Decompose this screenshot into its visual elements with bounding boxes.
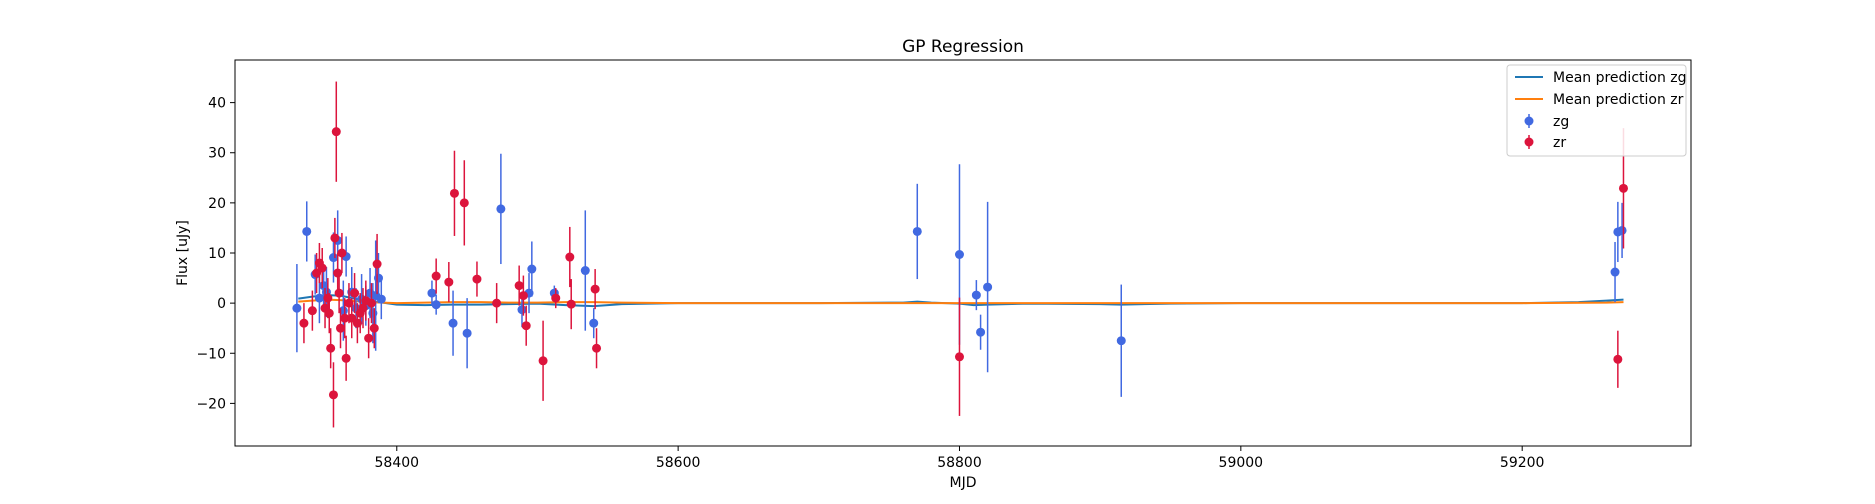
zr-data-point: [492, 298, 502, 308]
plot-area: [292, 81, 1628, 428]
zg-data-point: [376, 294, 386, 304]
legend-marker-zg: [1524, 116, 1534, 126]
zr-data-point: [334, 288, 344, 298]
zr-data-point: [323, 293, 333, 303]
y-axis-ticks: −20 −10 0 10 20 30 40: [196, 96, 235, 412]
zg-data-point: [1610, 267, 1620, 277]
x-tick-label: 58800: [937, 455, 982, 471]
zr-data-point: [330, 233, 340, 243]
zr-data-point: [331, 127, 341, 137]
x-tick-label: 58400: [375, 455, 420, 471]
zg-data-point: [971, 290, 981, 300]
x-axis-ticks: 58400 58600 58800 59000 59200: [375, 446, 1545, 471]
y-tick-label: 10: [208, 246, 226, 262]
zr-data-point: [1613, 354, 1623, 364]
zr-data-point: [551, 293, 561, 303]
zr-data-point: [472, 274, 482, 284]
zr-data-point: [333, 268, 343, 278]
zg-data-point: [448, 318, 458, 328]
zr-data-point: [369, 323, 379, 333]
y-tick-label: 30: [208, 146, 226, 162]
legend-label-zg-mean: Mean prediction zg: [1553, 70, 1687, 86]
zr-data-point: [341, 353, 351, 363]
zg-data-point: [328, 253, 338, 263]
zr-data-point: [372, 259, 382, 269]
zr-data-point: [538, 356, 548, 366]
zg-data-point: [314, 293, 324, 303]
y-tick-label: −20: [196, 396, 226, 412]
legend-label-zr-mean: Mean prediction zr: [1553, 92, 1684, 108]
y-tick-label: 20: [208, 196, 226, 212]
zr-data-point: [431, 271, 441, 281]
zg-data-point: [983, 282, 993, 292]
zr-data-point: [336, 323, 346, 333]
zr-data-point: [954, 352, 964, 362]
zg-data-point: [580, 266, 590, 276]
data-points: [292, 81, 1628, 428]
zr-data-point: [299, 318, 309, 328]
zg-data-point: [589, 318, 599, 328]
zg-data-point: [954, 250, 964, 260]
zr-data-point: [317, 263, 327, 273]
zr-data-point: [340, 313, 350, 323]
zr-data-point: [350, 288, 360, 298]
zg-data-point: [976, 327, 986, 337]
zr-data-point: [590, 284, 600, 294]
legend-box: [1506, 64, 1687, 157]
zr-data-point: [364, 333, 374, 343]
zg-data-point: [302, 226, 312, 236]
x-axis-label: MJD: [950, 475, 977, 491]
zr-data-point: [521, 321, 531, 331]
zg-data-point: [496, 204, 506, 214]
x-tick-label: 59000: [1219, 455, 1264, 471]
zr-data-point: [518, 291, 528, 301]
zg-data-point: [292, 303, 302, 313]
zr-data-point: [326, 343, 336, 353]
x-tick-label: 59200: [1500, 455, 1545, 471]
zr-data-point: [565, 252, 575, 262]
zr-data-point: [337, 248, 347, 258]
zg-data-point: [462, 328, 472, 338]
zg-data-point: [427, 288, 437, 298]
series-zr: [299, 81, 1628, 428]
zr-data-point: [592, 343, 602, 353]
zr-data-point: [459, 198, 469, 208]
zr-data-point: [566, 299, 576, 309]
x-tick-label: 58600: [656, 455, 701, 471]
zr-data-point: [444, 277, 454, 287]
zr-data-point: [328, 390, 338, 400]
y-axis-label: Flux [uJy]: [175, 220, 191, 286]
zg-data-point: [527, 264, 537, 274]
legend: Mean prediction zg Mean prediction zr zg…: [1506, 64, 1687, 157]
zr-data-point: [449, 188, 459, 198]
zg-data-point: [912, 226, 922, 236]
chart-title: GP Regression: [902, 37, 1024, 57]
zg-data-point: [1617, 225, 1627, 235]
zg-data-point: [431, 300, 441, 310]
zr-data-point: [324, 308, 334, 318]
zg-data-point: [517, 305, 527, 315]
legend-label-zr: zr: [1553, 135, 1566, 151]
y-tick-label: 0: [217, 296, 226, 312]
zr-data-point: [366, 298, 376, 308]
zr-data-point: [307, 306, 317, 316]
legend-marker-zr: [1524, 137, 1534, 147]
y-tick-label: −10: [196, 346, 226, 362]
zr-data-point: [514, 281, 524, 291]
legend-label-zg: zg: [1553, 114, 1569, 130]
y-tick-label: 40: [208, 96, 226, 112]
zg-data-point: [1116, 336, 1126, 346]
zr-data-point: [1618, 183, 1628, 193]
